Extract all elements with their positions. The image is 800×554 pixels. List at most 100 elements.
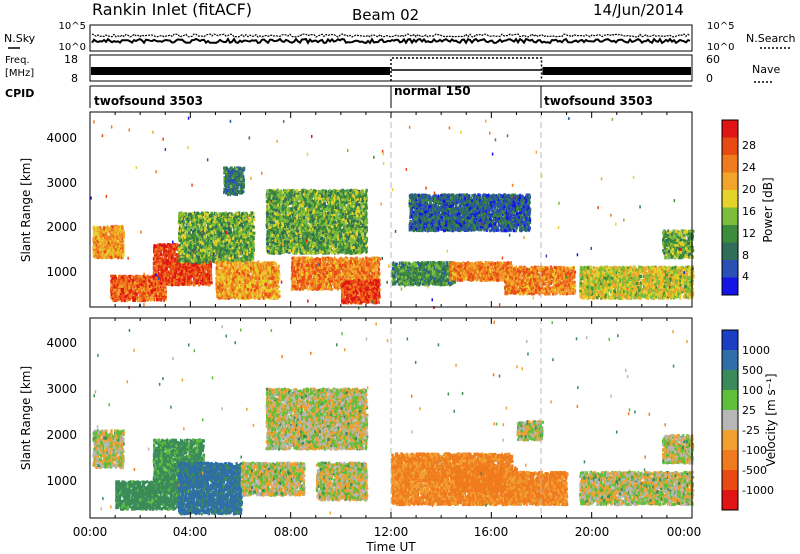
heatmap-cell <box>118 295 122 299</box>
heatmap-cell <box>162 259 164 263</box>
heatmap-cell <box>117 247 120 251</box>
heatmap-cell <box>113 253 115 257</box>
heatmap-cell <box>110 253 112 257</box>
heatmap-cell <box>140 283 143 287</box>
heatmap-cell <box>95 250 98 254</box>
heatmap-cell <box>111 274 114 278</box>
heatmap-cell <box>92 225 96 229</box>
heatmap-cell <box>142 287 145 291</box>
heatmap-cell <box>161 296 164 300</box>
heatmap-cell <box>175 283 178 287</box>
heatmap-cell <box>142 292 145 296</box>
heatmap-cell <box>126 283 128 287</box>
heatmap-cell <box>141 284 144 288</box>
heatmap-cell <box>168 246 171 250</box>
heatmap-cell <box>137 289 141 293</box>
heatmap-cell <box>112 281 115 285</box>
heatmap-cell <box>139 278 143 282</box>
heatmap-cell <box>96 239 99 243</box>
heatmap-cell <box>132 287 134 291</box>
heatmap-cell <box>149 286 153 290</box>
freq-tick-bottom: 8 <box>71 72 78 85</box>
heatmap-cell <box>108 246 111 250</box>
heatmap-cell <box>103 233 105 237</box>
heatmap-cell <box>150 290 154 294</box>
heatmap-cell <box>113 255 115 259</box>
nsearch-label: N.Search <box>746 32 796 45</box>
heatmap-cell <box>170 247 172 251</box>
heatmap-cell <box>116 283 119 287</box>
freq-trace-block <box>542 67 691 75</box>
heatmap-cell <box>114 226 117 229</box>
heatmap-cell <box>121 291 124 294</box>
heatmap-cell <box>124 299 126 303</box>
heatmap-cell <box>193 267 196 271</box>
heatmap-cell <box>93 238 96 242</box>
heatmap-cell <box>119 290 122 294</box>
heatmap-cell <box>168 257 171 261</box>
heatmap-cell <box>200 269 203 272</box>
heatmap-cell <box>95 235 98 239</box>
heatmap-cell <box>111 278 113 281</box>
heatmap-cell <box>104 233 108 237</box>
heatmap-cell <box>154 247 157 251</box>
heatmap-cell <box>186 269 188 273</box>
heatmap-cell <box>191 271 194 275</box>
heatmap-cell <box>116 240 120 243</box>
heatmap-cell <box>128 291 131 295</box>
heatmap-cell <box>159 262 162 266</box>
heatmap-cell <box>93 230 96 234</box>
heatmap-cell <box>155 263 158 267</box>
nave-label: Nave <box>752 63 780 76</box>
heatmap-cell <box>97 250 100 254</box>
heatmap-cell <box>164 292 167 296</box>
heatmap-cell <box>205 263 208 267</box>
heatmap-cell <box>120 296 123 300</box>
heatmap-cell <box>146 274 149 278</box>
heatmap-cell <box>112 278 114 282</box>
heatmap-cell <box>116 250 119 254</box>
heatmap-cell <box>159 243 162 247</box>
heatmap-cell <box>153 292 157 296</box>
heatmap-cell <box>121 242 123 246</box>
heatmap-cell <box>117 229 120 233</box>
heatmap-cell <box>97 243 100 247</box>
heatmap-cell <box>178 278 181 282</box>
heatmap-cell <box>112 235 115 239</box>
heatmap-cell <box>144 285 147 289</box>
heatmap-cell <box>140 275 143 279</box>
heatmap-cell <box>182 273 184 277</box>
heatmap-cell <box>94 243 97 247</box>
heatmap-cell <box>96 228 99 232</box>
heatmap-cell <box>122 253 125 257</box>
heatmap-cell <box>99 248 102 251</box>
heatmap-cell <box>164 288 167 292</box>
heatmap-cell <box>137 275 140 279</box>
heatmap-cell <box>142 280 145 284</box>
heatmap-cell <box>160 266 163 270</box>
heatmap-cell <box>140 288 144 292</box>
heatmap-cell <box>143 274 145 278</box>
heatmap-cell <box>191 263 194 267</box>
heatmap-cell <box>158 287 161 291</box>
heatmap-cell <box>173 259 176 263</box>
heatmap-cell <box>114 254 117 258</box>
heatmap-cell <box>125 295 127 299</box>
frequency-traces <box>91 57 691 81</box>
heatmap-cell <box>92 250 95 254</box>
heatmap-cell <box>131 275 134 279</box>
heatmap-cell <box>114 274 116 278</box>
heatmap-cell <box>112 239 116 243</box>
heatmap-cell <box>112 245 115 248</box>
heatmap-cell <box>147 287 150 291</box>
heatmap-cell <box>92 243 96 247</box>
heatmap-cell <box>128 277 131 281</box>
heatmap-cell <box>146 298 149 302</box>
heatmap-cell <box>160 281 163 285</box>
cpid-segment-1: twofsound 3503 <box>94 94 203 108</box>
heatmap-cell <box>134 292 137 296</box>
heatmap-cell <box>145 293 148 297</box>
heatmap-cell <box>151 275 153 278</box>
heatmap-cell <box>156 280 159 284</box>
heatmap-cell <box>114 234 117 237</box>
